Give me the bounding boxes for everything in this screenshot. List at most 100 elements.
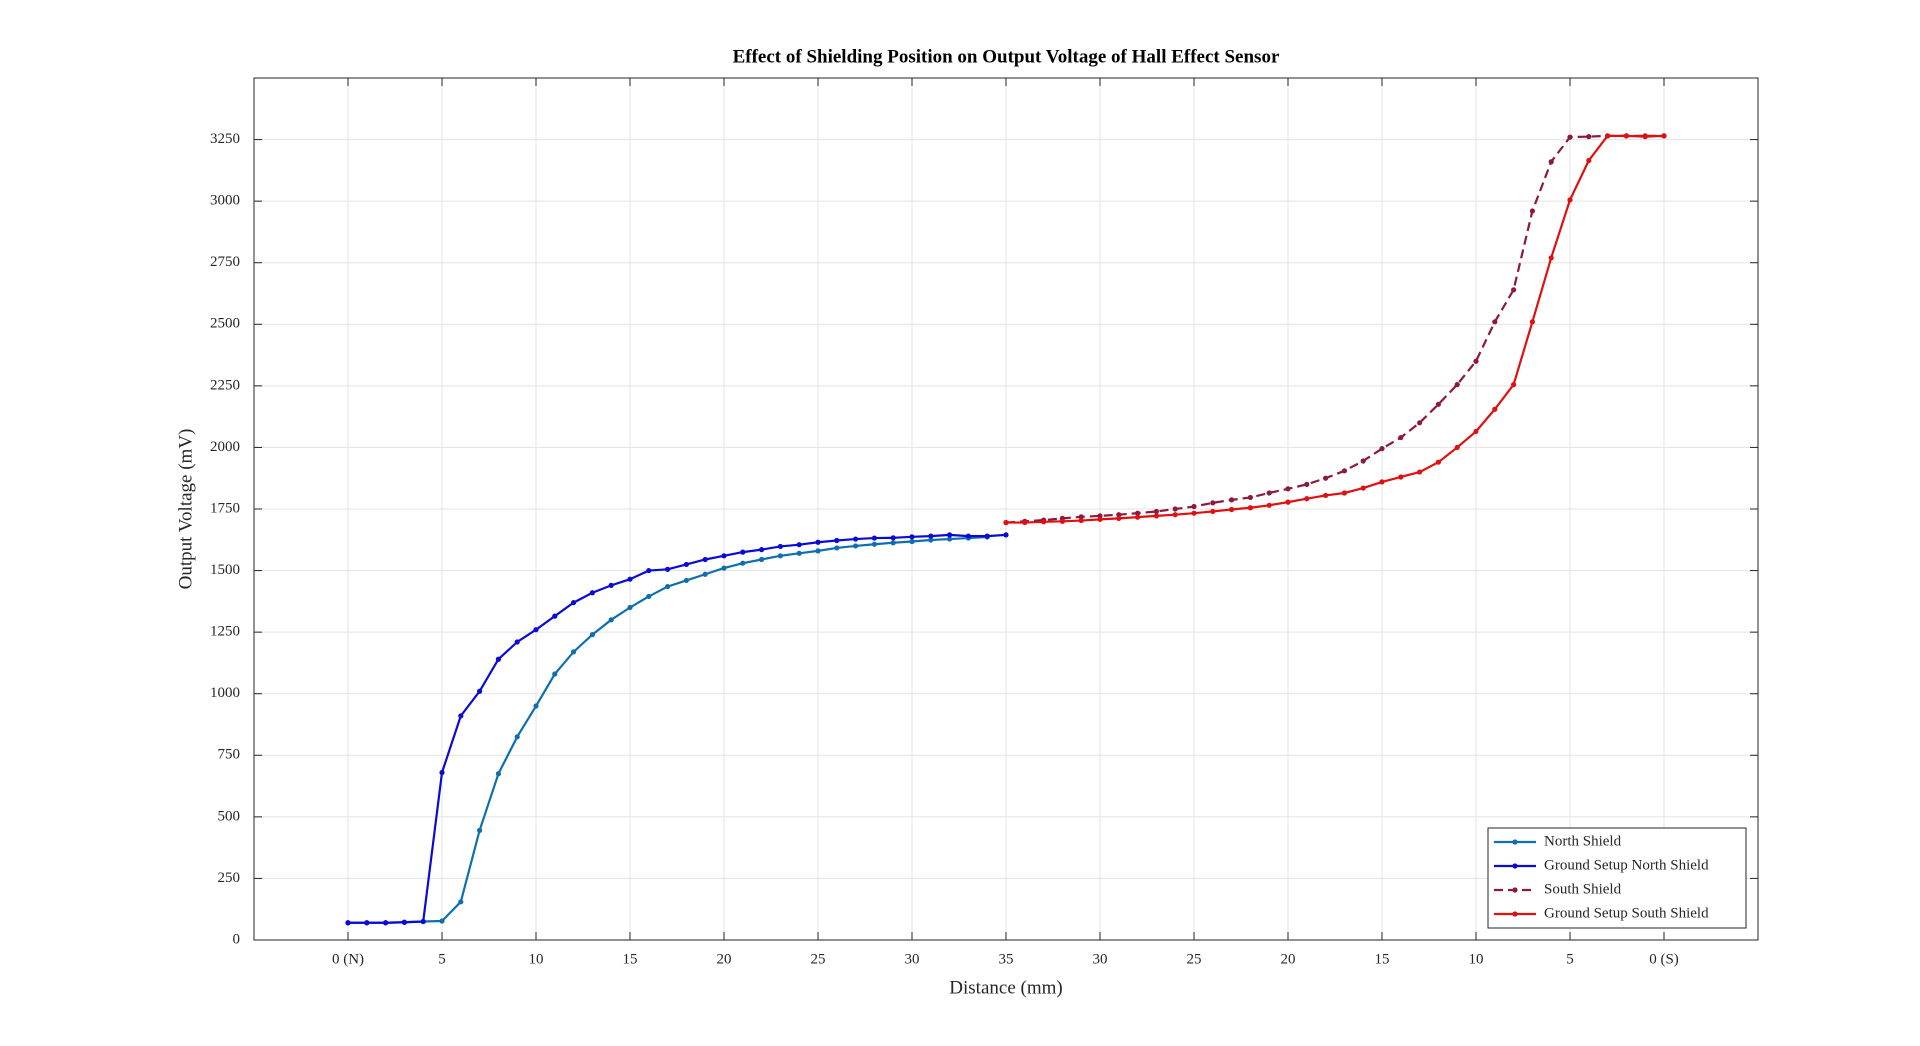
data-point <box>533 703 539 709</box>
data-point <box>1529 319 1535 325</box>
data-point <box>665 583 671 590</box>
data-point <box>458 899 464 905</box>
data-point <box>1285 499 1291 505</box>
data-point <box>796 550 802 556</box>
data-point <box>383 920 389 926</box>
data-point <box>909 538 915 545</box>
data-point <box>1605 133 1611 139</box>
data-point <box>947 536 953 542</box>
legend-label: Ground Setup North Shield <box>1544 857 1709 873</box>
data-point <box>1153 508 1159 515</box>
data-point <box>871 535 878 541</box>
data-point <box>589 590 596 596</box>
data-point <box>495 771 501 777</box>
data-point <box>965 533 972 539</box>
data-point <box>1623 133 1629 139</box>
data-point <box>1379 446 1385 452</box>
data-point <box>1473 428 1479 435</box>
x-tick-label: 30 <box>1093 951 1108 967</box>
data-point <box>1661 133 1667 139</box>
data-point <box>1285 486 1291 492</box>
x-tick-label: 5 <box>1566 951 1574 967</box>
data-point <box>627 576 633 582</box>
legend-marker <box>1512 839 1518 845</box>
data-point <box>1210 500 1216 506</box>
data-point <box>571 599 577 606</box>
data-point <box>439 769 445 776</box>
data-point <box>571 649 577 655</box>
data-point <box>1116 515 1122 521</box>
x-tick-label: 0 (S) <box>1649 951 1679 967</box>
data-point <box>401 919 407 925</box>
y-tick-label: 1250 <box>210 624 240 640</box>
data-point <box>947 532 953 538</box>
data-point <box>909 534 915 540</box>
data-point <box>1398 434 1404 441</box>
data-point <box>1191 503 1197 510</box>
data-point <box>1341 490 1347 496</box>
x-axis-label: Distance (mm) <box>949 977 1062 998</box>
x-tick-label: 25 <box>1187 951 1202 967</box>
legend-label: North Shield <box>1544 833 1622 849</box>
x-tick-label: 10 <box>1469 951 1484 967</box>
data-point <box>890 540 896 546</box>
data-point <box>928 537 934 543</box>
x-tick-label: 25 <box>811 951 826 967</box>
x-tick-label: 10 <box>529 951 544 967</box>
x-tick-label: 15 <box>1375 951 1390 967</box>
x-tick-label: 20 <box>1281 951 1296 967</box>
y-tick-label: 0 <box>233 931 241 947</box>
data-point <box>1454 444 1460 451</box>
data-point <box>1078 517 1084 524</box>
legend-marker <box>1512 887 1518 893</box>
y-tick-label: 2000 <box>210 439 240 455</box>
data-point <box>1172 506 1178 512</box>
data-point <box>477 827 483 834</box>
y-tick-label: 2750 <box>210 254 240 270</box>
data-point <box>1548 255 1554 261</box>
data-point <box>1398 474 1404 480</box>
x-tick-label: 5 <box>438 951 446 967</box>
data-point <box>834 545 840 551</box>
data-point <box>1454 382 1460 388</box>
data-point <box>1059 518 1065 524</box>
data-point <box>514 734 520 740</box>
data-point <box>1266 502 1272 508</box>
data-point <box>777 543 784 550</box>
data-point <box>1078 514 1084 520</box>
x-tick-label: 35 <box>999 951 1014 967</box>
legend-label: Ground Setup South Shield <box>1544 905 1709 921</box>
data-point <box>608 582 614 588</box>
data-point <box>683 577 690 584</box>
data-point <box>345 920 351 926</box>
y-tick-label: 3250 <box>210 131 240 147</box>
data-point <box>1247 494 1253 501</box>
data-point <box>458 713 464 719</box>
data-point <box>1003 532 1009 538</box>
data-point <box>721 565 727 571</box>
data-point <box>928 533 934 539</box>
data-point <box>552 671 558 677</box>
data-point <box>589 632 596 638</box>
data-point <box>1097 516 1103 522</box>
y-tick-label: 1750 <box>210 500 240 516</box>
y-tick-label: 1000 <box>210 685 240 701</box>
legend-marker <box>1512 863 1518 869</box>
data-point <box>1135 510 1141 516</box>
y-axis-label: Output Voltage (mV) <box>175 429 196 590</box>
data-point <box>1473 358 1479 364</box>
data-point <box>627 604 633 611</box>
data-point <box>796 542 802 548</box>
y-tick-label: 3000 <box>210 193 240 209</box>
y-tick-label: 1500 <box>210 562 240 578</box>
data-point <box>1379 479 1385 485</box>
data-point <box>1135 514 1141 520</box>
data-point <box>1492 319 1498 325</box>
data-point <box>702 556 708 563</box>
data-point <box>1210 508 1216 515</box>
data-point <box>1247 505 1253 511</box>
data-point <box>1417 469 1423 475</box>
x-tick-label: 0 (N) <box>332 951 364 967</box>
data-point <box>552 613 558 619</box>
data-point <box>495 656 501 662</box>
